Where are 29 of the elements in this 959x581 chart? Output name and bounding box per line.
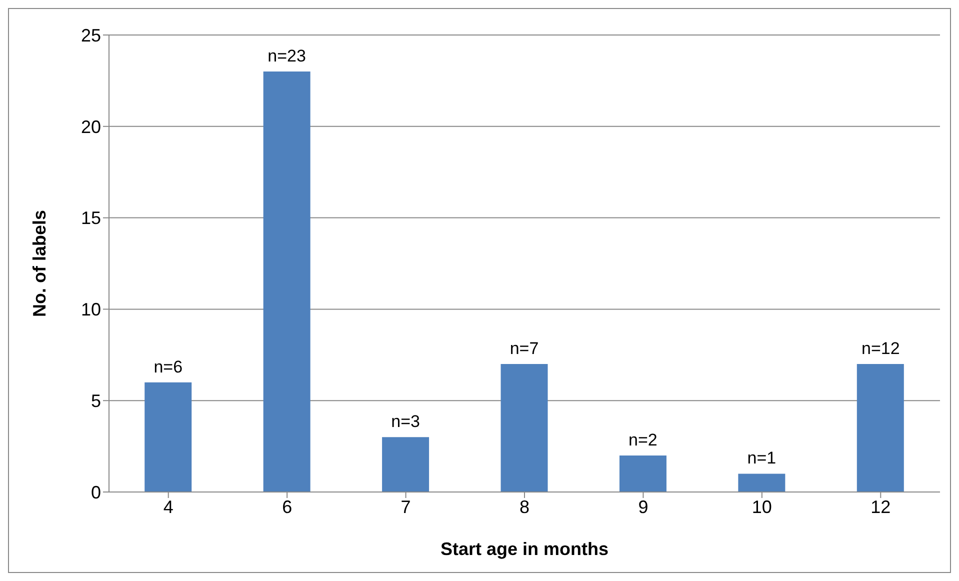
x-tick-label: 12 — [870, 496, 891, 517]
data-label: n=23 — [268, 46, 306, 66]
data-label: n=3 — [391, 412, 420, 432]
x-tick-label: 4 — [163, 496, 174, 517]
y-axis-title: No. of labels — [29, 210, 50, 318]
bar — [738, 474, 786, 492]
data-label: n=2 — [628, 430, 658, 450]
x-tick-label: 6 — [282, 496, 292, 517]
y-tick-label: 15 — [80, 208, 101, 228]
bar — [263, 72, 310, 492]
x-tick-label: 9 — [638, 496, 648, 517]
bar — [144, 382, 192, 492]
x-axis-title: Start age in months — [440, 538, 609, 559]
x-tick-label: 10 — [752, 496, 772, 517]
bar — [856, 364, 904, 492]
y-tick-label: 10 — [80, 300, 101, 320]
data-label: n=7 — [510, 339, 539, 358]
y-tick-label: 20 — [80, 116, 101, 137]
y-tick-label: 0 — [90, 482, 101, 502]
y-tick-label: 5 — [90, 390, 101, 411]
x-tick-label: 7 — [400, 496, 411, 517]
annotation: n=12 — [861, 339, 900, 358]
x-tick-label: 8 — [519, 496, 530, 517]
y-tick-label: 25 — [80, 25, 101, 46]
bar — [500, 364, 548, 492]
bar — [619, 455, 666, 492]
bar — [382, 437, 430, 492]
data-label: n=6 — [154, 357, 183, 376]
data-label: n=1 — [747, 448, 776, 468]
